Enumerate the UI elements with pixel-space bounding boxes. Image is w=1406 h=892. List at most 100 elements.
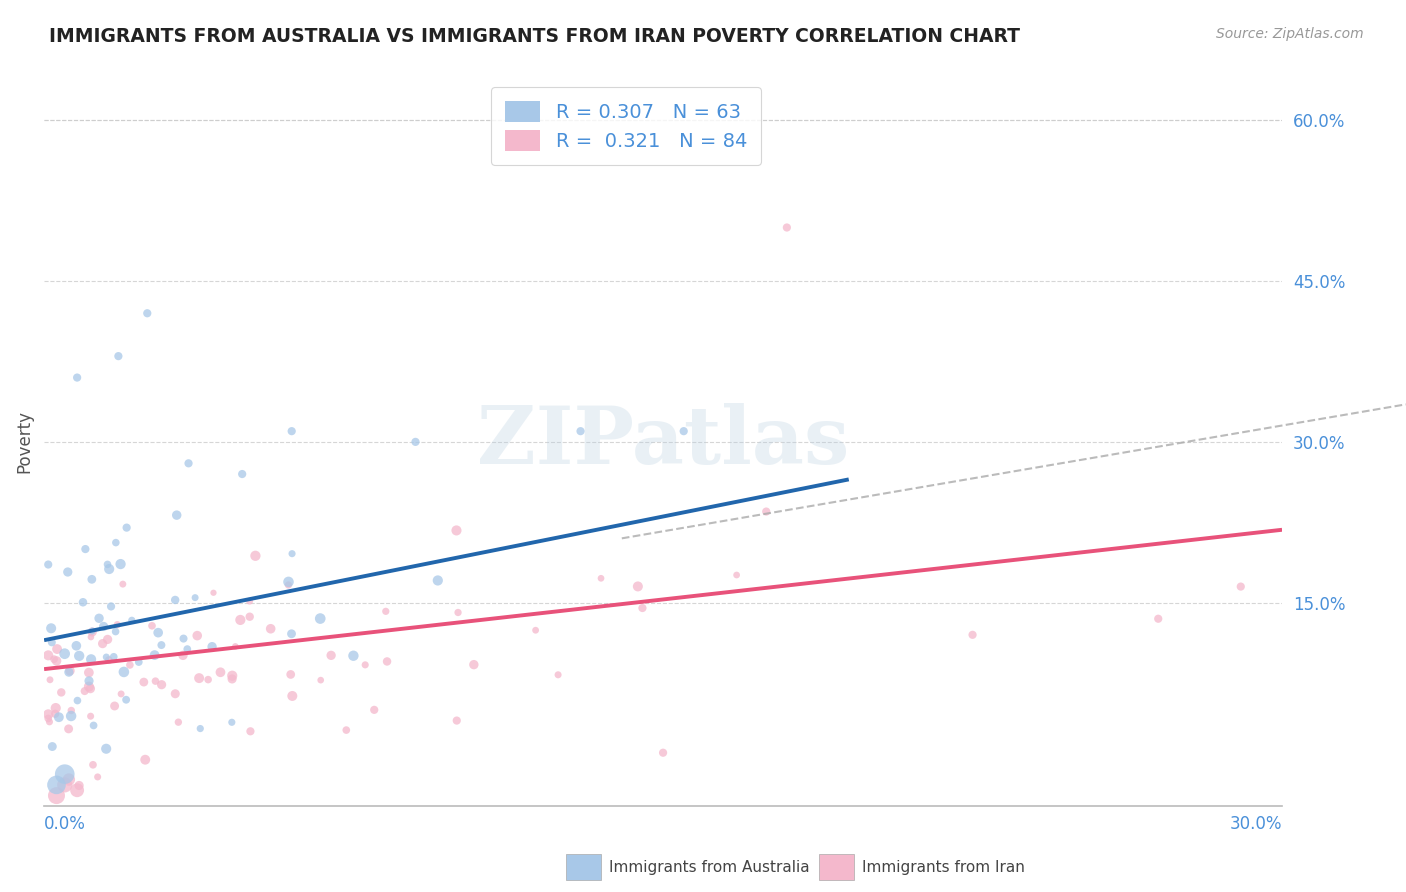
Point xyxy=(374,604,396,618)
Point xyxy=(165,687,187,701)
Point xyxy=(104,624,127,639)
Point xyxy=(280,627,302,641)
Point xyxy=(45,789,67,803)
Text: ZIPatlas: ZIPatlas xyxy=(477,403,849,481)
Point xyxy=(82,625,104,640)
Point xyxy=(321,648,343,663)
Point xyxy=(134,753,156,767)
Point xyxy=(146,625,169,640)
Point xyxy=(104,535,127,549)
Point xyxy=(65,639,87,653)
Point xyxy=(75,542,97,557)
Point xyxy=(776,220,799,235)
Point xyxy=(110,687,132,701)
Point xyxy=(39,673,62,687)
Point xyxy=(239,609,262,624)
Point xyxy=(80,572,103,586)
Point xyxy=(39,621,62,635)
Point xyxy=(60,704,83,718)
Point xyxy=(281,547,304,561)
Point xyxy=(77,665,100,680)
Point xyxy=(631,601,654,615)
Point xyxy=(188,722,211,736)
Point xyxy=(221,672,243,686)
Point xyxy=(176,642,198,657)
Legend: R = 0.307   N = 63, R =  0.321   N = 84: R = 0.307 N = 63, R = 0.321 N = 84 xyxy=(491,87,761,164)
Point xyxy=(112,665,135,679)
Text: Immigrants from Australia: Immigrants from Australia xyxy=(609,860,810,874)
Point xyxy=(87,611,110,625)
Point xyxy=(58,722,80,736)
Point xyxy=(239,594,262,608)
Point xyxy=(177,456,200,470)
Point xyxy=(150,678,173,692)
Point xyxy=(426,574,449,588)
Point xyxy=(229,613,252,627)
Point xyxy=(82,624,104,638)
Point xyxy=(121,613,143,627)
Point xyxy=(755,504,778,518)
Point xyxy=(141,619,163,633)
Point xyxy=(221,668,243,682)
Point xyxy=(110,557,132,571)
Text: IMMIGRANTS FROM AUSTRALIA VS IMMIGRANTS FROM IRAN POVERTY CORRELATION CHART: IMMIGRANTS FROM AUSTRALIA VS IMMIGRANTS … xyxy=(49,27,1021,45)
Point xyxy=(231,467,253,481)
Point xyxy=(96,558,118,572)
Point xyxy=(67,779,90,793)
Point xyxy=(82,757,104,772)
Point xyxy=(38,714,60,729)
Point xyxy=(132,675,155,690)
Y-axis label: Poverty: Poverty xyxy=(15,410,32,474)
Point xyxy=(363,703,385,717)
Point xyxy=(44,706,66,721)
Point xyxy=(725,568,748,582)
Point xyxy=(118,657,141,672)
Point xyxy=(58,772,80,787)
Point xyxy=(375,655,398,669)
Point xyxy=(45,701,67,715)
Point xyxy=(56,565,79,579)
Point xyxy=(96,650,118,665)
Point xyxy=(41,739,63,754)
Point xyxy=(569,424,592,438)
Point xyxy=(167,715,190,730)
Point xyxy=(589,571,612,585)
Text: Immigrants from Iran: Immigrants from Iran xyxy=(862,860,1025,874)
Point xyxy=(197,673,219,687)
Point xyxy=(37,648,59,663)
Point xyxy=(73,684,96,698)
Point xyxy=(111,577,134,591)
Point xyxy=(97,653,120,667)
Point xyxy=(104,698,127,713)
Point xyxy=(58,665,80,680)
Point xyxy=(224,640,246,654)
Point xyxy=(45,778,67,792)
Point xyxy=(446,524,468,538)
Point xyxy=(280,424,302,438)
Text: 30.0%: 30.0% xyxy=(1229,815,1282,833)
Point xyxy=(202,586,225,600)
Point xyxy=(42,652,65,666)
Point xyxy=(53,647,76,661)
Point xyxy=(79,681,101,696)
Text: 0.0%: 0.0% xyxy=(44,815,86,833)
Point xyxy=(103,649,125,664)
Point xyxy=(77,680,100,694)
Point xyxy=(46,642,69,657)
Point xyxy=(446,714,468,728)
Point xyxy=(80,652,103,666)
Point xyxy=(463,657,485,672)
Text: Source: ZipAtlas.com: Source: ZipAtlas.com xyxy=(1216,27,1364,41)
Point xyxy=(173,632,195,646)
Point xyxy=(77,673,100,688)
Point xyxy=(447,606,470,620)
Point xyxy=(335,723,357,737)
Point xyxy=(97,632,120,647)
Point xyxy=(60,709,83,723)
Point xyxy=(37,711,59,725)
Point xyxy=(962,628,984,642)
Point xyxy=(115,692,138,706)
Point xyxy=(547,667,569,681)
Point xyxy=(165,593,187,607)
Point xyxy=(209,665,232,680)
